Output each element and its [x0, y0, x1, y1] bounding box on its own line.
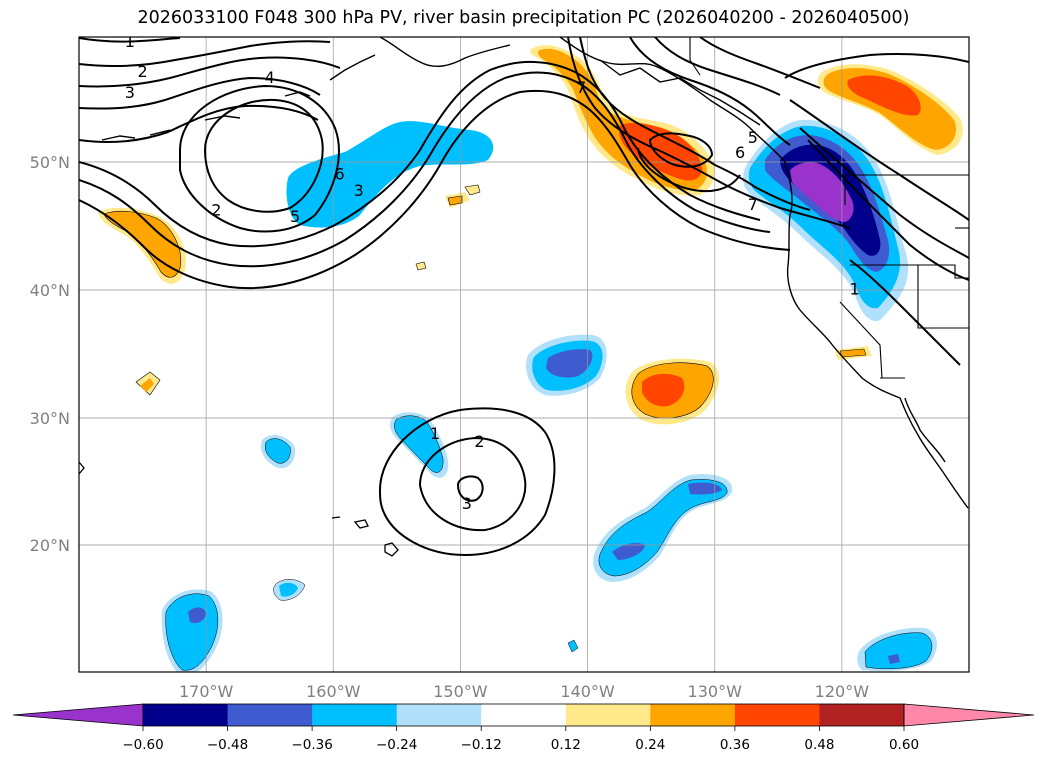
- colorbar-label: −0.48: [207, 737, 248, 753]
- anomaly-subtropical-negative: [593, 474, 733, 582]
- colorbar-segment: [819, 704, 905, 726]
- contour-label: 7: [748, 195, 758, 214]
- contour-label: 5: [748, 128, 758, 147]
- lat-tick-label: 30°N: [30, 409, 70, 428]
- contour-label: 1: [430, 424, 440, 443]
- lon-tick-label: 120°W: [815, 682, 870, 701]
- plot-frame: [78, 36, 970, 673]
- lat-tick-label: 50°N: [30, 153, 70, 172]
- contour-label: 6: [735, 143, 745, 162]
- longitude-labels: 170°W 160°W 150°W 140°W 130°W 120°W: [179, 682, 869, 701]
- colorbar-label: 0.48: [804, 737, 834, 753]
- borders: [689, 37, 969, 379]
- contour-label: 3: [462, 494, 472, 513]
- contour-label: 3: [125, 83, 135, 102]
- colorbar-label: 0.36: [720, 737, 750, 753]
- lat-tick-label: 40°N: [30, 281, 70, 300]
- anomaly-mid-positive: [625, 358, 720, 425]
- colorbar-segment: [481, 704, 567, 726]
- colorbar-extend-low: [12, 703, 144, 727]
- contour-label: 5: [290, 207, 300, 226]
- colorbar-label: −0.60: [122, 737, 163, 753]
- colorbar-segment: [650, 704, 736, 726]
- anomaly-small-negatives: [260, 435, 579, 653]
- colorbar: −0.60 −0.48 −0.36 −0.24 −0.12 0.12 0.24 0.36 0.4…: [12, 703, 1035, 753]
- pv-contours: [79, 37, 969, 557]
- anomaly-california-positive: [835, 346, 872, 360]
- anomaly-gulf-negative: [286, 121, 494, 271]
- contour-label: 3: [354, 181, 364, 200]
- colorbar-label: −0.24: [376, 737, 417, 753]
- colorbar-label: −0.36: [291, 737, 332, 753]
- colorbar-label: 0.12: [551, 737, 581, 753]
- contour-label: 2: [211, 200, 221, 219]
- lon-tick-label: 150°W: [433, 682, 488, 701]
- colorbar-label: 0.60: [889, 737, 919, 753]
- colorbar-segment: [312, 704, 398, 726]
- colorbar-segment: [396, 704, 482, 726]
- lon-tick-label: 170°W: [179, 682, 234, 701]
- lat-tick-label: 20°N: [30, 536, 70, 555]
- lon-tick-label: 140°W: [560, 682, 615, 701]
- lon-tick-label: 130°W: [688, 682, 743, 701]
- colorbar-segment: [143, 704, 229, 726]
- contour-label: 2: [474, 432, 484, 451]
- colorbar-segment: [565, 704, 651, 726]
- anomaly-northeast-positive: [817, 64, 963, 155]
- contour-label: 6: [335, 165, 345, 184]
- colorbar-label: −0.12: [461, 737, 502, 753]
- contour-label: 7: [576, 78, 586, 97]
- anomaly-southwest-negative: [161, 589, 223, 672]
- colorbar-segment: [734, 704, 820, 726]
- contour-label: 1: [849, 280, 859, 299]
- chart-title: 2026033100 F048 300 hPa PV, river basin …: [137, 8, 910, 28]
- colorbar-label: 0.24: [635, 737, 665, 753]
- contour-label: 2: [137, 62, 147, 81]
- contour-label: 1: [125, 32, 135, 51]
- contour-label: 4: [265, 68, 275, 87]
- lon-tick-label: 160°W: [306, 682, 361, 701]
- colorbar-segment: [227, 704, 313, 726]
- anomaly-southeast-negative: [857, 627, 937, 672]
- colorbar-frame: [142, 703, 905, 727]
- anomaly-mid-negative: [525, 334, 607, 396]
- gridlines: [79, 37, 969, 672]
- colorbar-extend-high: [903, 703, 1035, 727]
- islands: [79, 461, 399, 557]
- coastlines: [101, 37, 969, 509]
- latitude-labels: 20°N 30°N 40°N 50°N: [30, 153, 70, 555]
